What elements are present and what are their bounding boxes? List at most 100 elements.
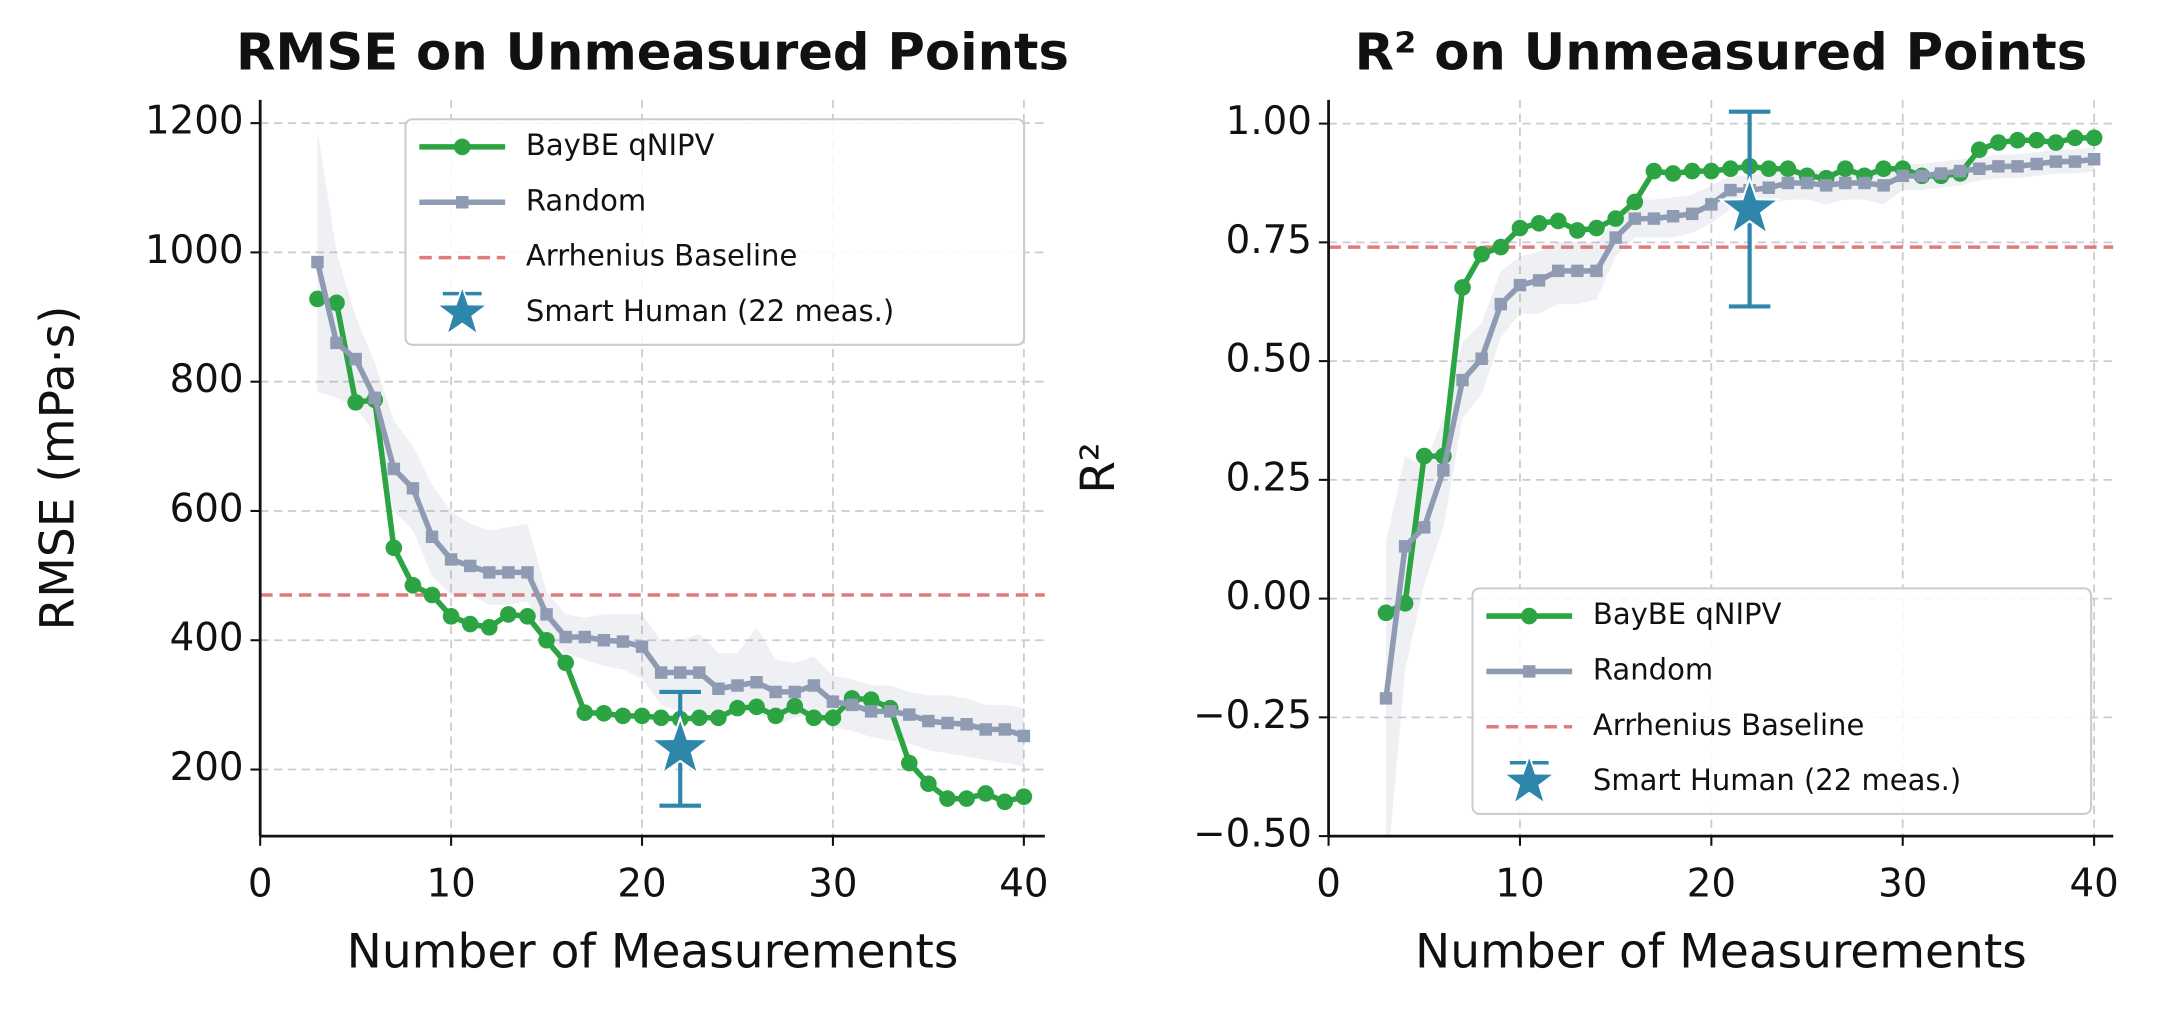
point: [883, 705, 897, 718]
point: [1858, 176, 1871, 190]
point: [425, 530, 439, 544]
y-tick-label: 800: [170, 357, 244, 402]
point: [1800, 176, 1814, 190]
point: [939, 790, 956, 807]
point: [1017, 729, 1031, 743]
point: [2049, 155, 2063, 168]
point: [710, 709, 727, 727]
legend-marker: [1523, 665, 1536, 678]
point: [1973, 162, 1986, 175]
point: [500, 606, 517, 623]
point: [519, 608, 536, 625]
point: [538, 631, 555, 649]
point: [998, 723, 1012, 736]
point: [750, 676, 763, 689]
point: [654, 666, 668, 679]
x-tick-label: 10: [1495, 861, 1544, 906]
point: [2030, 157, 2043, 171]
point: [903, 708, 916, 721]
point: [1415, 447, 1433, 465]
point: [309, 290, 326, 308]
human-star: [648, 715, 713, 776]
point: [1666, 210, 1680, 223]
point: [1839, 176, 1852, 190]
legend: BayBE qNIPV Random Arrhenius Baseline Smart…: [1471, 587, 2093, 816]
point: [960, 718, 973, 731]
point: [1992, 160, 2005, 173]
point: [1724, 183, 1737, 197]
legend-marker: [456, 196, 469, 209]
point: [483, 566, 496, 579]
point: [693, 666, 706, 679]
point: [1377, 604, 1395, 622]
legend-label: Smart Human (22 meas.): [1593, 763, 1961, 797]
point: [1760, 160, 1778, 178]
y-tick-label: 600: [170, 486, 244, 531]
y-tick-label: −0.50: [1193, 812, 1312, 857]
point: [2087, 153, 2101, 166]
point: [922, 714, 935, 728]
point: [480, 619, 498, 636]
point: [463, 559, 477, 573]
point: [996, 793, 1014, 811]
point: [1781, 176, 1795, 190]
chart-title: RMSE on Unmeasured Points: [236, 23, 1069, 83]
point: [824, 709, 842, 727]
point: [635, 640, 649, 653]
point: [1492, 238, 1510, 256]
x-tick-label: 20: [1687, 861, 1736, 906]
point: [328, 294, 345, 312]
point: [1015, 788, 1033, 805]
point: [349, 352, 362, 366]
point: [1683, 162, 1701, 180]
point: [1705, 198, 1718, 211]
y-tick-label: 0.00: [1226, 574, 1312, 619]
point: [578, 630, 591, 644]
point: [1454, 279, 1471, 296]
point: [1590, 264, 1603, 278]
point: [423, 586, 441, 604]
y-tick-label: 0.75: [1226, 218, 1312, 263]
x-tick-label: 30: [808, 861, 857, 906]
point: [805, 709, 823, 727]
point: [597, 634, 611, 647]
point: [1475, 352, 1488, 365]
point: [1875, 160, 1892, 178]
point: [1970, 141, 1988, 159]
point: [1607, 210, 1624, 227]
point: [864, 705, 878, 718]
point: [1626, 193, 1644, 211]
point: [1877, 179, 1890, 192]
point: [1915, 169, 1929, 183]
x-tick-label: 40: [999, 861, 1048, 906]
x-tick-label: 40: [2069, 861, 2118, 906]
point: [616, 635, 630, 648]
point: [444, 553, 458, 566]
point: [826, 695, 840, 708]
legend-marker: [1501, 753, 1557, 806]
y-axis-label: RMSE (mPa·s): [30, 306, 85, 631]
point: [347, 394, 364, 411]
point: [673, 666, 687, 679]
y-tick-label: 0.50: [1226, 337, 1312, 382]
point: [1571, 264, 1584, 278]
point: [1664, 165, 1682, 182]
point: [2066, 129, 2084, 147]
point: [1530, 215, 1548, 232]
point: [977, 785, 994, 802]
point: [920, 775, 937, 793]
point: [2009, 131, 2026, 149]
point: [330, 336, 343, 350]
legend-box: [1471, 587, 2093, 816]
point: [690, 709, 708, 727]
point: [502, 566, 515, 579]
point: [652, 709, 670, 727]
legend-label: Arrhenius Baseline: [1593, 708, 1864, 742]
point: [1685, 207, 1699, 221]
point: [901, 754, 918, 772]
point: [979, 723, 992, 736]
point: [1569, 222, 1586, 239]
point: [461, 615, 479, 633]
point: [862, 691, 880, 709]
point: [769, 685, 782, 699]
